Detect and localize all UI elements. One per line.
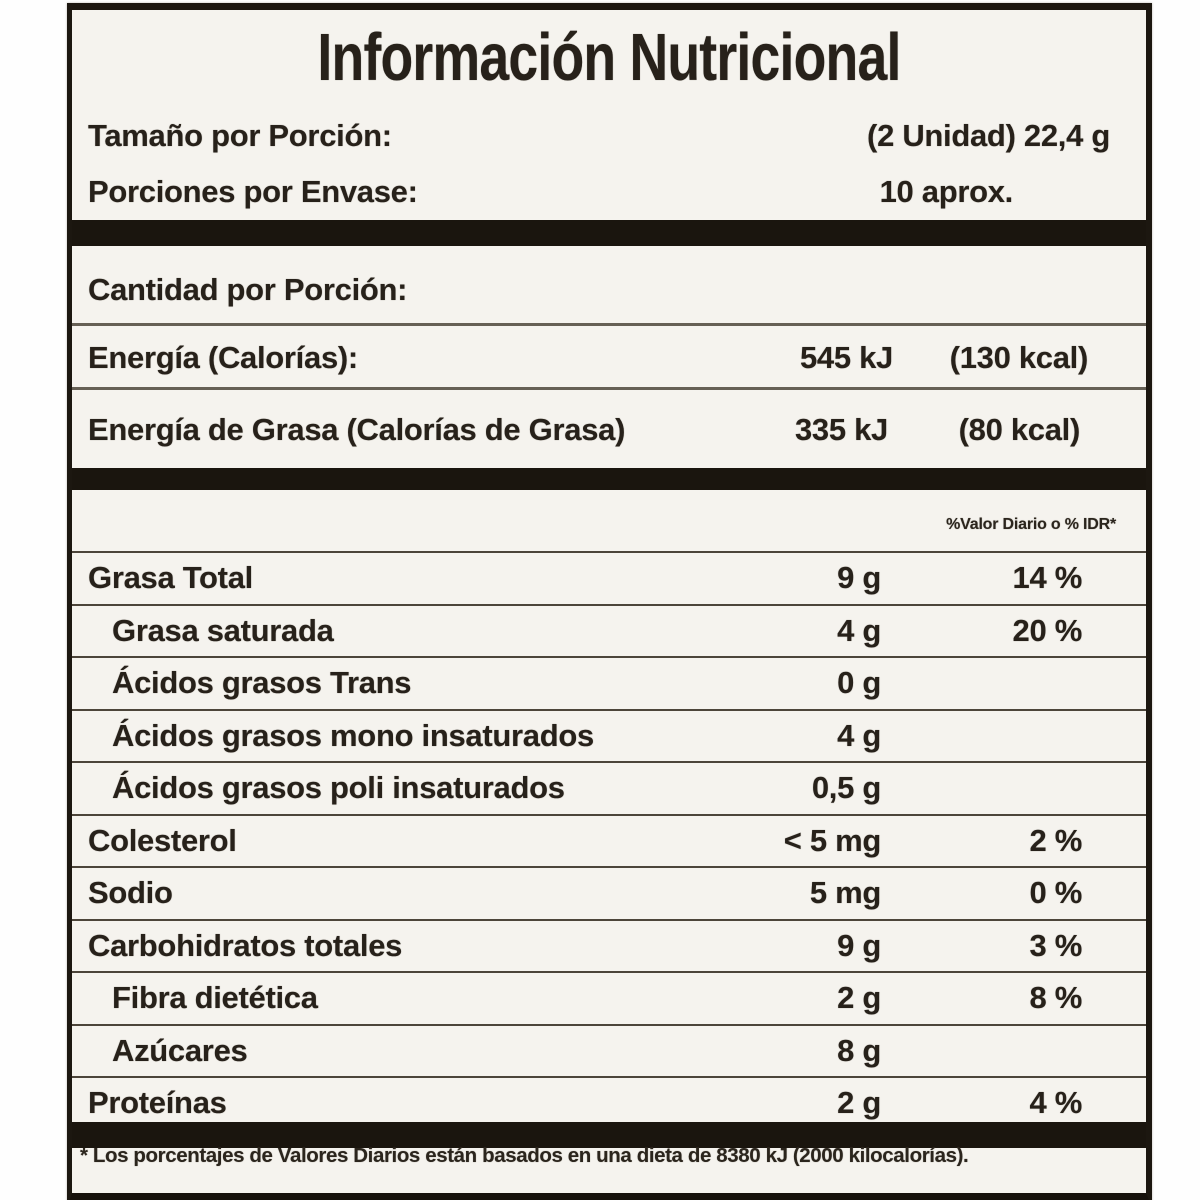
nutrient-name: Ácidos grasos Trans xyxy=(112,665,412,701)
section-divider-bar-2 xyxy=(72,468,1146,490)
nutrient-amount: 4 g xyxy=(837,717,881,753)
energy-kj-value: 545 kJ xyxy=(799,340,893,375)
nutrient-name: Grasa Total xyxy=(88,560,253,596)
nutrient-name: Proteínas xyxy=(88,1085,227,1121)
nutrient-name: Fibra dietética xyxy=(112,980,318,1016)
nutrition-label: Información Nutricional Tamaño por Porci… xyxy=(67,3,1152,1200)
label-title: Información Nutricional xyxy=(317,20,901,95)
nutrient-name: Carbohidratos totales xyxy=(88,927,403,963)
nutrient-name: Sodio xyxy=(88,875,173,911)
section-divider-bar-1 xyxy=(72,220,1146,246)
amount-per-serving-row: Cantidad por Porción: xyxy=(72,268,1146,312)
fat-energy-row: Energía de Grasa (Calorías de Grasa) 335… xyxy=(72,408,1146,452)
nutrient-row: Azúcares 8 g xyxy=(72,1026,1146,1078)
servings-per-container-label: Porciones por Envase: xyxy=(88,174,418,209)
nutrient-row: Grasa Total 9 g 14 % xyxy=(72,553,1146,606)
nutrient-amount: 8 g xyxy=(837,1032,881,1068)
nutrient-daily-value: 20 % xyxy=(1012,612,1083,648)
amount-per-serving-label: Cantidad por Porción: xyxy=(88,272,408,307)
nutrient-amount: 0,5 g xyxy=(811,770,881,806)
nutrient-row: Ácidos grasos Trans 0 g xyxy=(72,658,1146,711)
nutrient-daily-value: 14 % xyxy=(1012,560,1083,596)
nutrient-row: Fibra dietética 2 g 8 % xyxy=(72,973,1146,1026)
daily-value-footnote: * Los porcentajes de Valores Diarios est… xyxy=(80,1144,969,1167)
thin-rule-1 xyxy=(72,323,1146,326)
nutrient-name: Ácidos grasos poli insaturados xyxy=(112,770,565,806)
nutrient-row: Grasa saturada 4 g 20 % xyxy=(72,606,1146,658)
nutrient-amount: 0 g xyxy=(837,665,881,701)
energy-kcal-value: (130 kcal) xyxy=(949,340,1089,375)
serving-size-label: Tamaño por Porción: xyxy=(88,118,392,153)
serving-size-row: Tamaño por Porción: (2 Unidad) 22,4 g xyxy=(72,114,1146,158)
daily-value-header: %Valor Diario o % IDR* xyxy=(946,516,1116,533)
nutrient-amount: 2 g xyxy=(837,980,881,1016)
nutrient-daily-value: 8 % xyxy=(1029,980,1082,1016)
nutrient-daily-value: 2 % xyxy=(1029,822,1082,858)
fat-energy-kcal-value: (80 kcal) xyxy=(958,412,1081,447)
nutrient-amount: 2 g xyxy=(837,1085,881,1121)
nutrient-amount: 5 mg xyxy=(809,875,881,911)
nutrient-name: Azúcares xyxy=(112,1032,248,1068)
section-divider-bar-3 xyxy=(72,1122,1146,1148)
nutrient-name: Ácidos grasos mono insaturados xyxy=(112,717,594,753)
nutrient-row: Carbohidratos totales 9 g 3 % xyxy=(72,921,1146,973)
nutrient-daily-value: 3 % xyxy=(1029,927,1082,963)
servings-per-container-row: Porciones por Envase: 10 aprox. xyxy=(72,170,1146,214)
servings-per-container-value: 10 aprox. xyxy=(879,174,1014,209)
fat-energy-kj-value: 335 kJ xyxy=(794,412,888,447)
nutrient-daily-value: 0 % xyxy=(1029,875,1082,911)
serving-size-value: (2 Unidad) 22,4 g xyxy=(867,118,1110,153)
nutrient-name: Colesterol xyxy=(88,822,237,858)
energy-label: Energía (Calorías): xyxy=(88,340,358,375)
nutrient-row: Sodio 5 mg 0 % xyxy=(72,868,1146,921)
nutrient-name: Grasa saturada xyxy=(112,612,334,648)
nutrient-daily-value: 4 % xyxy=(1029,1085,1082,1121)
nutrient-row: Ácidos grasos poli insaturados 0,5 g xyxy=(72,763,1146,816)
fat-energy-label: Energía de Grasa (Calorías de Grasa) xyxy=(88,412,626,447)
nutrient-amount: 9 g xyxy=(837,560,881,596)
nutrient-row: Ácidos grasos mono insaturados 4 g xyxy=(72,711,1146,763)
energy-row: Energía (Calorías): 545 kJ (130 kcal) xyxy=(72,336,1146,380)
thin-rule-2 xyxy=(72,387,1146,390)
nutrient-amount: < 5 mg xyxy=(783,822,882,858)
nutrient-row: Colesterol < 5 mg 2 % xyxy=(72,816,1146,868)
nutrient-row: Proteínas 2 g 4 % xyxy=(72,1078,1146,1129)
nutrient-amount: 9 g xyxy=(837,927,881,963)
nutrients-table: Grasa Total 9 g 14 % Grasa saturada 4 g … xyxy=(72,551,1146,1129)
nutrient-amount: 4 g xyxy=(837,612,881,648)
